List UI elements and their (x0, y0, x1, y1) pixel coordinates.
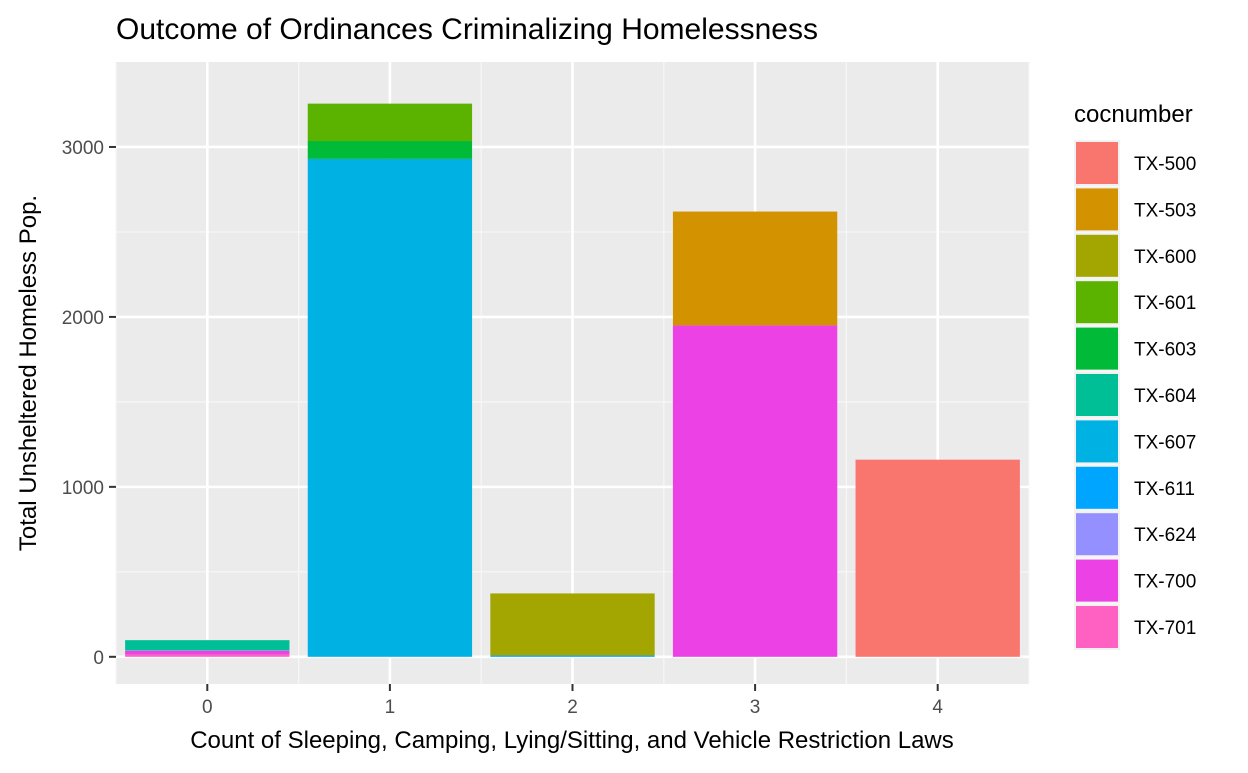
x-axis-label: Count of Sleeping, Camping, Lying/Sittin… (190, 727, 954, 754)
x-tick-label: 0 (202, 697, 213, 718)
legend-label: TX-500 (1134, 154, 1196, 175)
y-axis-label: Total Unsheltered Homeless Pop. (15, 195, 42, 551)
legend-swatch-tx-601 (1076, 281, 1118, 324)
y-tick-label: 2000 (62, 308, 104, 329)
legend-label: TX-603 (1134, 340, 1196, 361)
x-tick-label: 1 (385, 697, 396, 718)
legend-swatch-tx-600 (1076, 234, 1118, 277)
x-axis: 0 1 2 3 4 (202, 684, 943, 718)
legend-label: TX-601 (1134, 293, 1196, 314)
legend-label: TX-503 (1134, 200, 1196, 221)
x-tick-label: 4 (932, 697, 943, 718)
bar-segment-tx-700 (125, 650, 290, 655)
legend-swatch-tx-500 (1076, 142, 1118, 184)
bar-segment-tx-603 (307, 141, 473, 159)
bar-segment-tx-611 (490, 655, 655, 657)
chart-title: Outcome of Ordinances Criminalizing Home… (116, 13, 818, 46)
bar-segment-tx-600 (490, 593, 655, 656)
legend-swatch-tx-604 (1076, 374, 1118, 416)
y-tick-label: 1000 (62, 478, 104, 499)
legend: cocnumber TX-500 TX-503 TX-600 TX-601 TX-603… (1074, 101, 1197, 650)
legend-swatch-tx-607 (1076, 420, 1118, 463)
legend-swatch-tx-624 (1076, 513, 1118, 556)
legend-label: TX-604 (1134, 386, 1197, 407)
legend-label: TX-701 (1134, 618, 1196, 639)
legend-swatch-tx-611 (1076, 466, 1118, 509)
legend-label: TX-607 (1134, 432, 1196, 453)
bar-segment-tx-604 (125, 640, 290, 651)
bar-segment-tx-624 (125, 650, 290, 651)
legend-swatch-tx-701 (1076, 606, 1118, 648)
bar-segment-tx-503 (672, 211, 838, 326)
y-tick-label: 0 (93, 648, 104, 669)
legend-title: cocnumber (1074, 101, 1193, 128)
y-axis: 0 1000 2000 3000 (62, 138, 116, 669)
legend-label: TX-600 (1134, 247, 1196, 268)
legend-label: TX-700 (1134, 572, 1196, 593)
legend-label: TX-624 (1134, 525, 1197, 546)
y-tick-label: 3000 (62, 138, 104, 159)
bar-segment-tx-700 (672, 325, 838, 657)
bar-segment-tx-607 (307, 158, 473, 657)
x-tick-label: 2 (567, 697, 578, 718)
legend-swatch-tx-700 (1076, 559, 1118, 602)
bars (125, 103, 1020, 657)
legend-label: TX-611 (1134, 479, 1195, 500)
bar-segment-tx-701 (125, 654, 290, 657)
legend-swatch-tx-603 (1076, 327, 1118, 370)
legend-swatch-tx-503 (1076, 188, 1118, 231)
x-tick-label: 3 (750, 697, 761, 718)
bar-segment-tx-500 (855, 459, 1020, 657)
bar-segment-tx-601 (307, 103, 473, 142)
